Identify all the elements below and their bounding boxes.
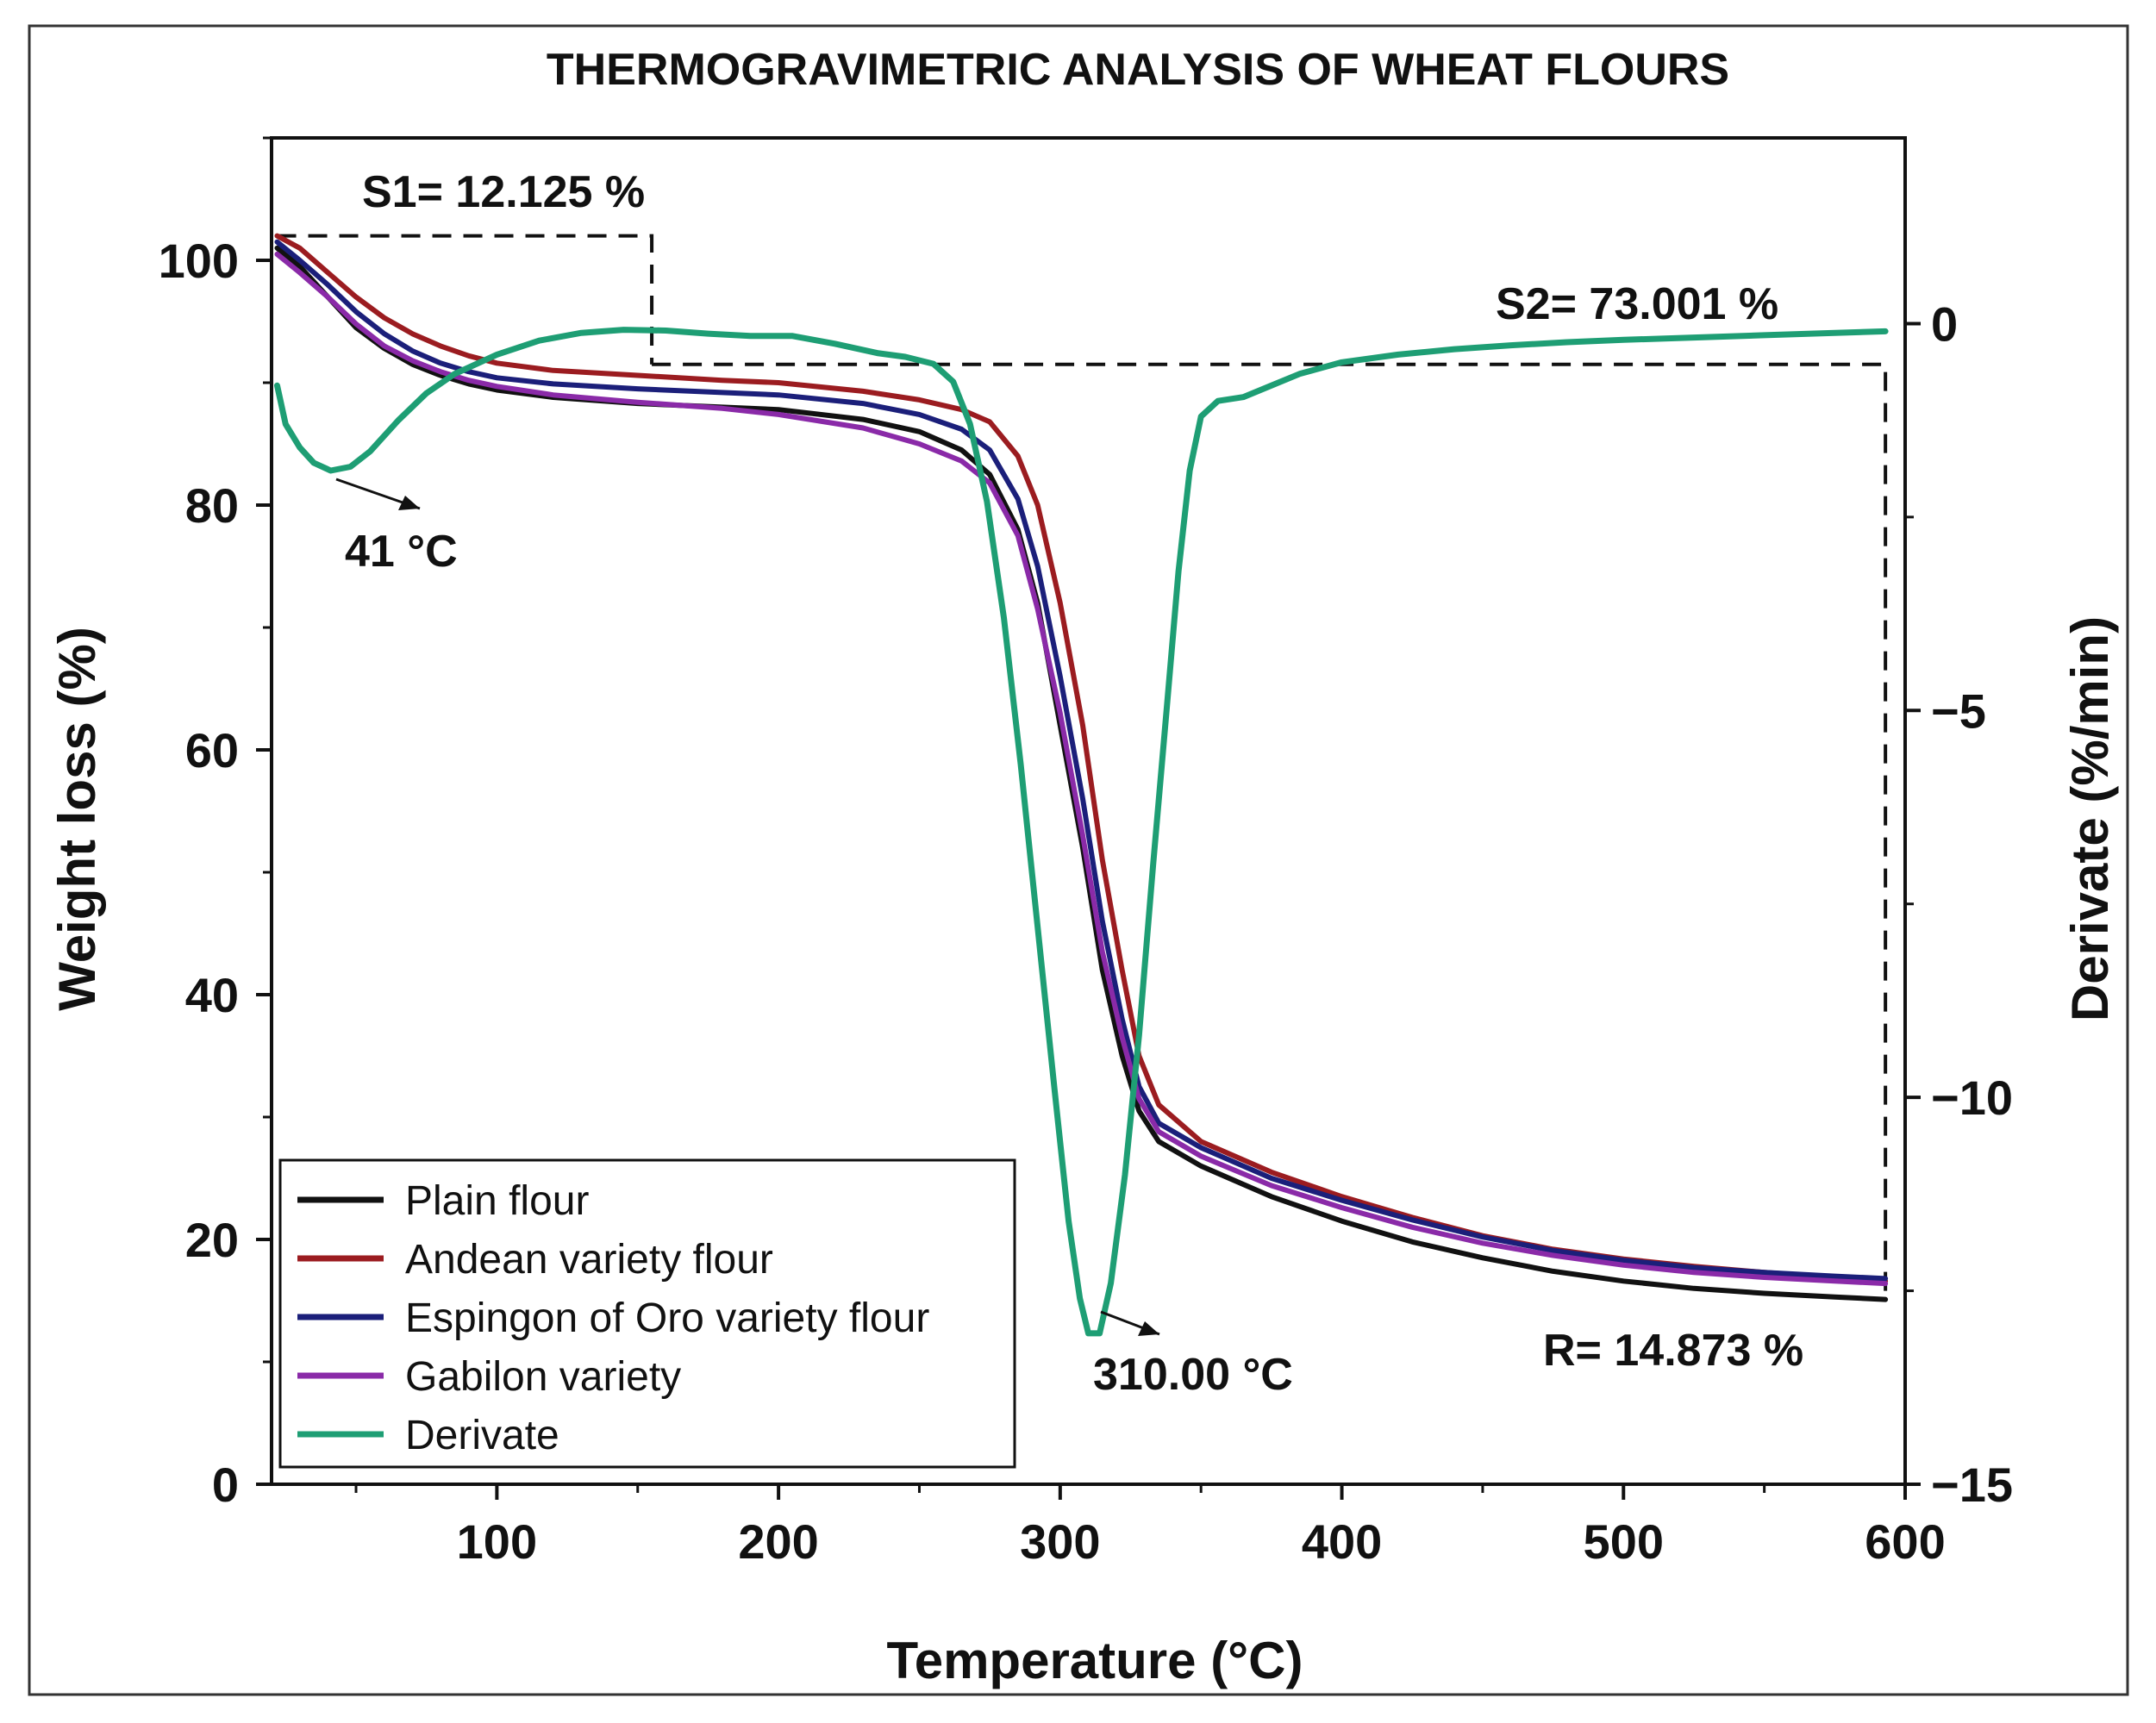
y2-tick-label: 0 [1931,297,1958,351]
legend-label-plain-flour: Plain flour [405,1178,589,1224]
series-layer [274,233,1889,1337]
s1-guide [277,234,654,365]
legend-label-andean-variety-flour: Andean variety flour [405,1237,773,1283]
annotation-peak-310: 310.00 °C [1093,1350,1293,1400]
y-tick-label: 80 [185,478,239,533]
y2-axis-title: Derivate (%/min) [2061,616,2119,1021]
y-axis-title: Weight loss (%) [48,627,106,1011]
y-tick-label: 20 [185,1213,239,1267]
x-tick-label: 200 [738,1514,818,1569]
legend-label-espingon-of-oro-variety-flour: Espingon of Oro variety flour [405,1295,929,1341]
chart-title: THERMOGRAVIMETRIC ANALYSIS OF WHEAT FLOU… [547,45,1729,95]
annotation-peak-41: 41 °C [345,527,458,577]
x-tick-label: 500 [1584,1514,1664,1569]
y2-tick-label: −5 [1931,684,1986,738]
legend-label-derivate: Derivate [405,1413,559,1458]
plot-area-frame [270,136,1907,1486]
axes-layer [270,136,1907,1486]
annotations-layer: S1= 12.125 % S2= 73.001 % R= 14.873 % 41… [335,167,1803,1400]
x-axis-title: Temperature (°C) [887,1632,1303,1689]
annotation-s2: S2= 73.001 % [1496,279,1778,329]
y2-tick-label: −10 [1931,1071,2013,1125]
series-line-derivate [274,327,1889,1337]
arrowhead-peak-41 [398,496,420,510]
arrowhead-peak-310 [1138,1321,1159,1336]
annotation-s1: S1= 12.125 % [362,167,645,217]
y2-tick-label: −15 [1931,1458,2013,1512]
x-tick-label: 100 [457,1514,537,1569]
s2-guide [652,362,1888,1300]
y-tick-label: 40 [185,968,239,1022]
y-tick-label: 0 [212,1458,239,1512]
annotation-residue: R= 14.873 % [1543,1326,1803,1376]
legend-box [278,1158,1016,1469]
series-line-gabilon-variety [274,251,1889,1287]
x-tick-label: 600 [1865,1514,1945,1569]
legend: Plain flour Andean variety flour Espingon … [278,1158,1016,1469]
y-tick-label: 100 [159,234,239,288]
x-tick-label: 400 [1302,1514,1382,1569]
series-line-espingon-of-oro-variety-flour [274,239,1889,1282]
y-tick-label: 60 [185,723,239,777]
x-tick-label: 300 [1020,1514,1100,1569]
reference-guides [277,234,1888,1300]
legend-label-gabilon-variety: Gabilon variety [405,1354,681,1400]
ticks-layer: 100 200 300 400 500 600 0 20 40 60 80 100 −15 −10 −5 0 [159,136,2013,1569]
